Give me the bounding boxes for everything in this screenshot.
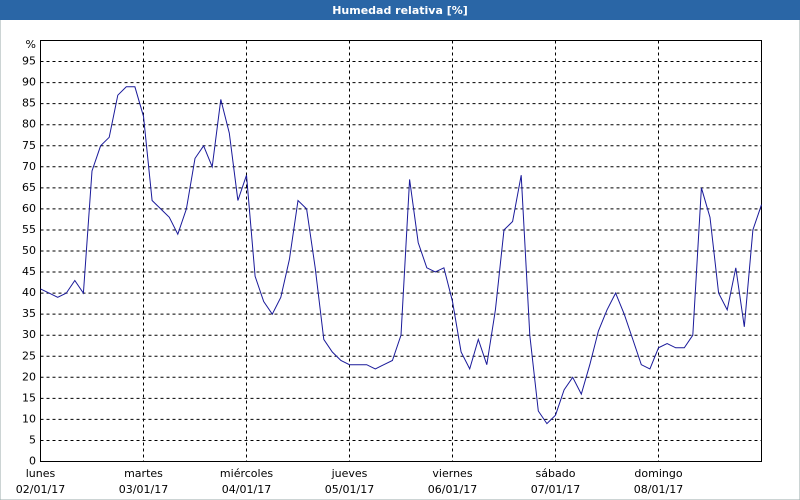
x-tick-weekday: domingo — [634, 467, 682, 480]
x-tick-date: 03/01/17 — [119, 483, 168, 496]
y-tick-label: 70 — [22, 160, 36, 173]
y-tick-label: 65 — [22, 181, 36, 194]
x-tick-weekday: viernes — [432, 467, 472, 480]
x-tick-date: 02/01/17 — [16, 483, 65, 496]
x-tick-date: 08/01/17 — [634, 483, 683, 496]
y-tick-label: 50 — [22, 244, 36, 257]
title-bar — [0, 0, 800, 20]
y-tick-label: 55 — [22, 223, 36, 236]
x-tick-date: 07/01/17 — [531, 483, 580, 496]
y-tick-label: 10 — [22, 412, 36, 425]
x-tick-weekday: lunes — [26, 467, 56, 480]
x-tick-weekday: miércoles — [220, 467, 273, 480]
x-tick-date: 04/01/17 — [222, 483, 271, 496]
y-tick-label: 20 — [22, 370, 36, 383]
x-tick-weekday: jueves — [331, 467, 368, 480]
y-tick-label: 25 — [22, 349, 36, 362]
y-tick-label: 15 — [22, 391, 36, 404]
x-tick-date: 06/01/17 — [428, 483, 477, 496]
x-tick-date: 05/01/17 — [325, 483, 374, 496]
y-tick-label: 40 — [22, 286, 36, 299]
y-tick-label: 85 — [22, 97, 36, 110]
y-tick-label: 80 — [22, 118, 36, 131]
y-tick-label: 60 — [22, 202, 36, 215]
y-tick-label: 75 — [22, 139, 36, 152]
chart-title: Humedad relativa [%] — [332, 4, 468, 17]
y-tick-label: 95 — [22, 55, 36, 68]
y-tick-label: 90 — [22, 76, 36, 89]
y-tick-label: 0 — [29, 455, 36, 468]
y-tick-label: 30 — [22, 328, 36, 341]
y-axis-label: % — [26, 38, 36, 51]
y-tick-label: 45 — [22, 265, 36, 278]
data-line — [40, 86, 762, 425]
x-tick-weekday: martes — [124, 467, 163, 480]
x-tick-weekday: sábado — [536, 467, 576, 480]
y-tick-label: 5 — [29, 433, 36, 446]
y-tick-label: 35 — [22, 307, 36, 320]
